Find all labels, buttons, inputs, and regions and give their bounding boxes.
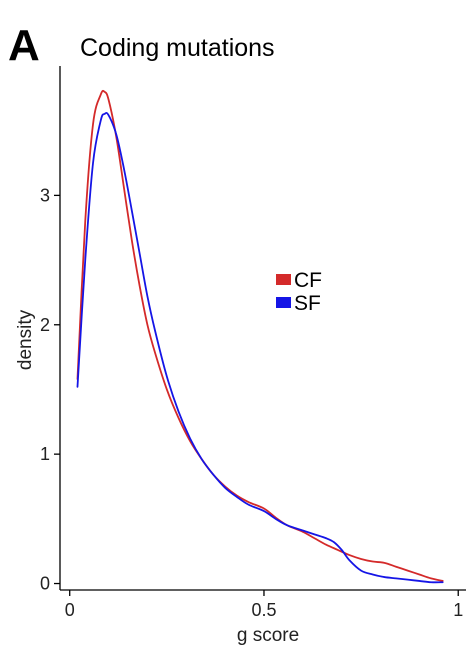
x-tick-label: 0.5 <box>251 600 276 620</box>
series-line-cf <box>76 89 444 582</box>
y-axis-ticks: 0 1 2 3 <box>40 185 60 594</box>
legend-swatch-cf <box>276 274 291 285</box>
series-lines <box>76 89 444 584</box>
legend-label-sf: SF <box>294 292 321 315</box>
y-tick-label: 0 <box>40 574 50 594</box>
x-axis-ticks: 0 0.5 1 <box>65 590 463 620</box>
y-tick-label: 1 <box>40 444 50 464</box>
x-tick-label: 0 <box>65 600 75 620</box>
y-tick-label: 3 <box>40 185 50 205</box>
legend-swatch-sf <box>276 297 291 308</box>
x-tick-label: 1 <box>453 600 463 620</box>
y-tick-label: 2 <box>40 315 50 335</box>
y-axis-label: density <box>15 309 36 370</box>
x-axis-label: g score <box>237 625 299 646</box>
legend-label-cf: CF <box>294 269 322 292</box>
panel-letter: A <box>8 21 40 70</box>
chart-title: Coding mutations <box>80 34 275 62</box>
series-line-sf <box>76 112 444 584</box>
